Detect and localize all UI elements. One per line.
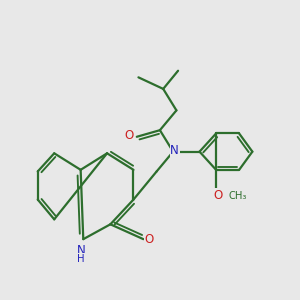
Text: CH₃: CH₃ xyxy=(229,190,247,201)
Text: O: O xyxy=(144,233,153,246)
Text: N: N xyxy=(76,244,85,257)
Text: H: H xyxy=(77,254,85,264)
Text: O: O xyxy=(125,129,134,142)
Text: O: O xyxy=(213,189,222,202)
Text: N: N xyxy=(170,144,179,157)
